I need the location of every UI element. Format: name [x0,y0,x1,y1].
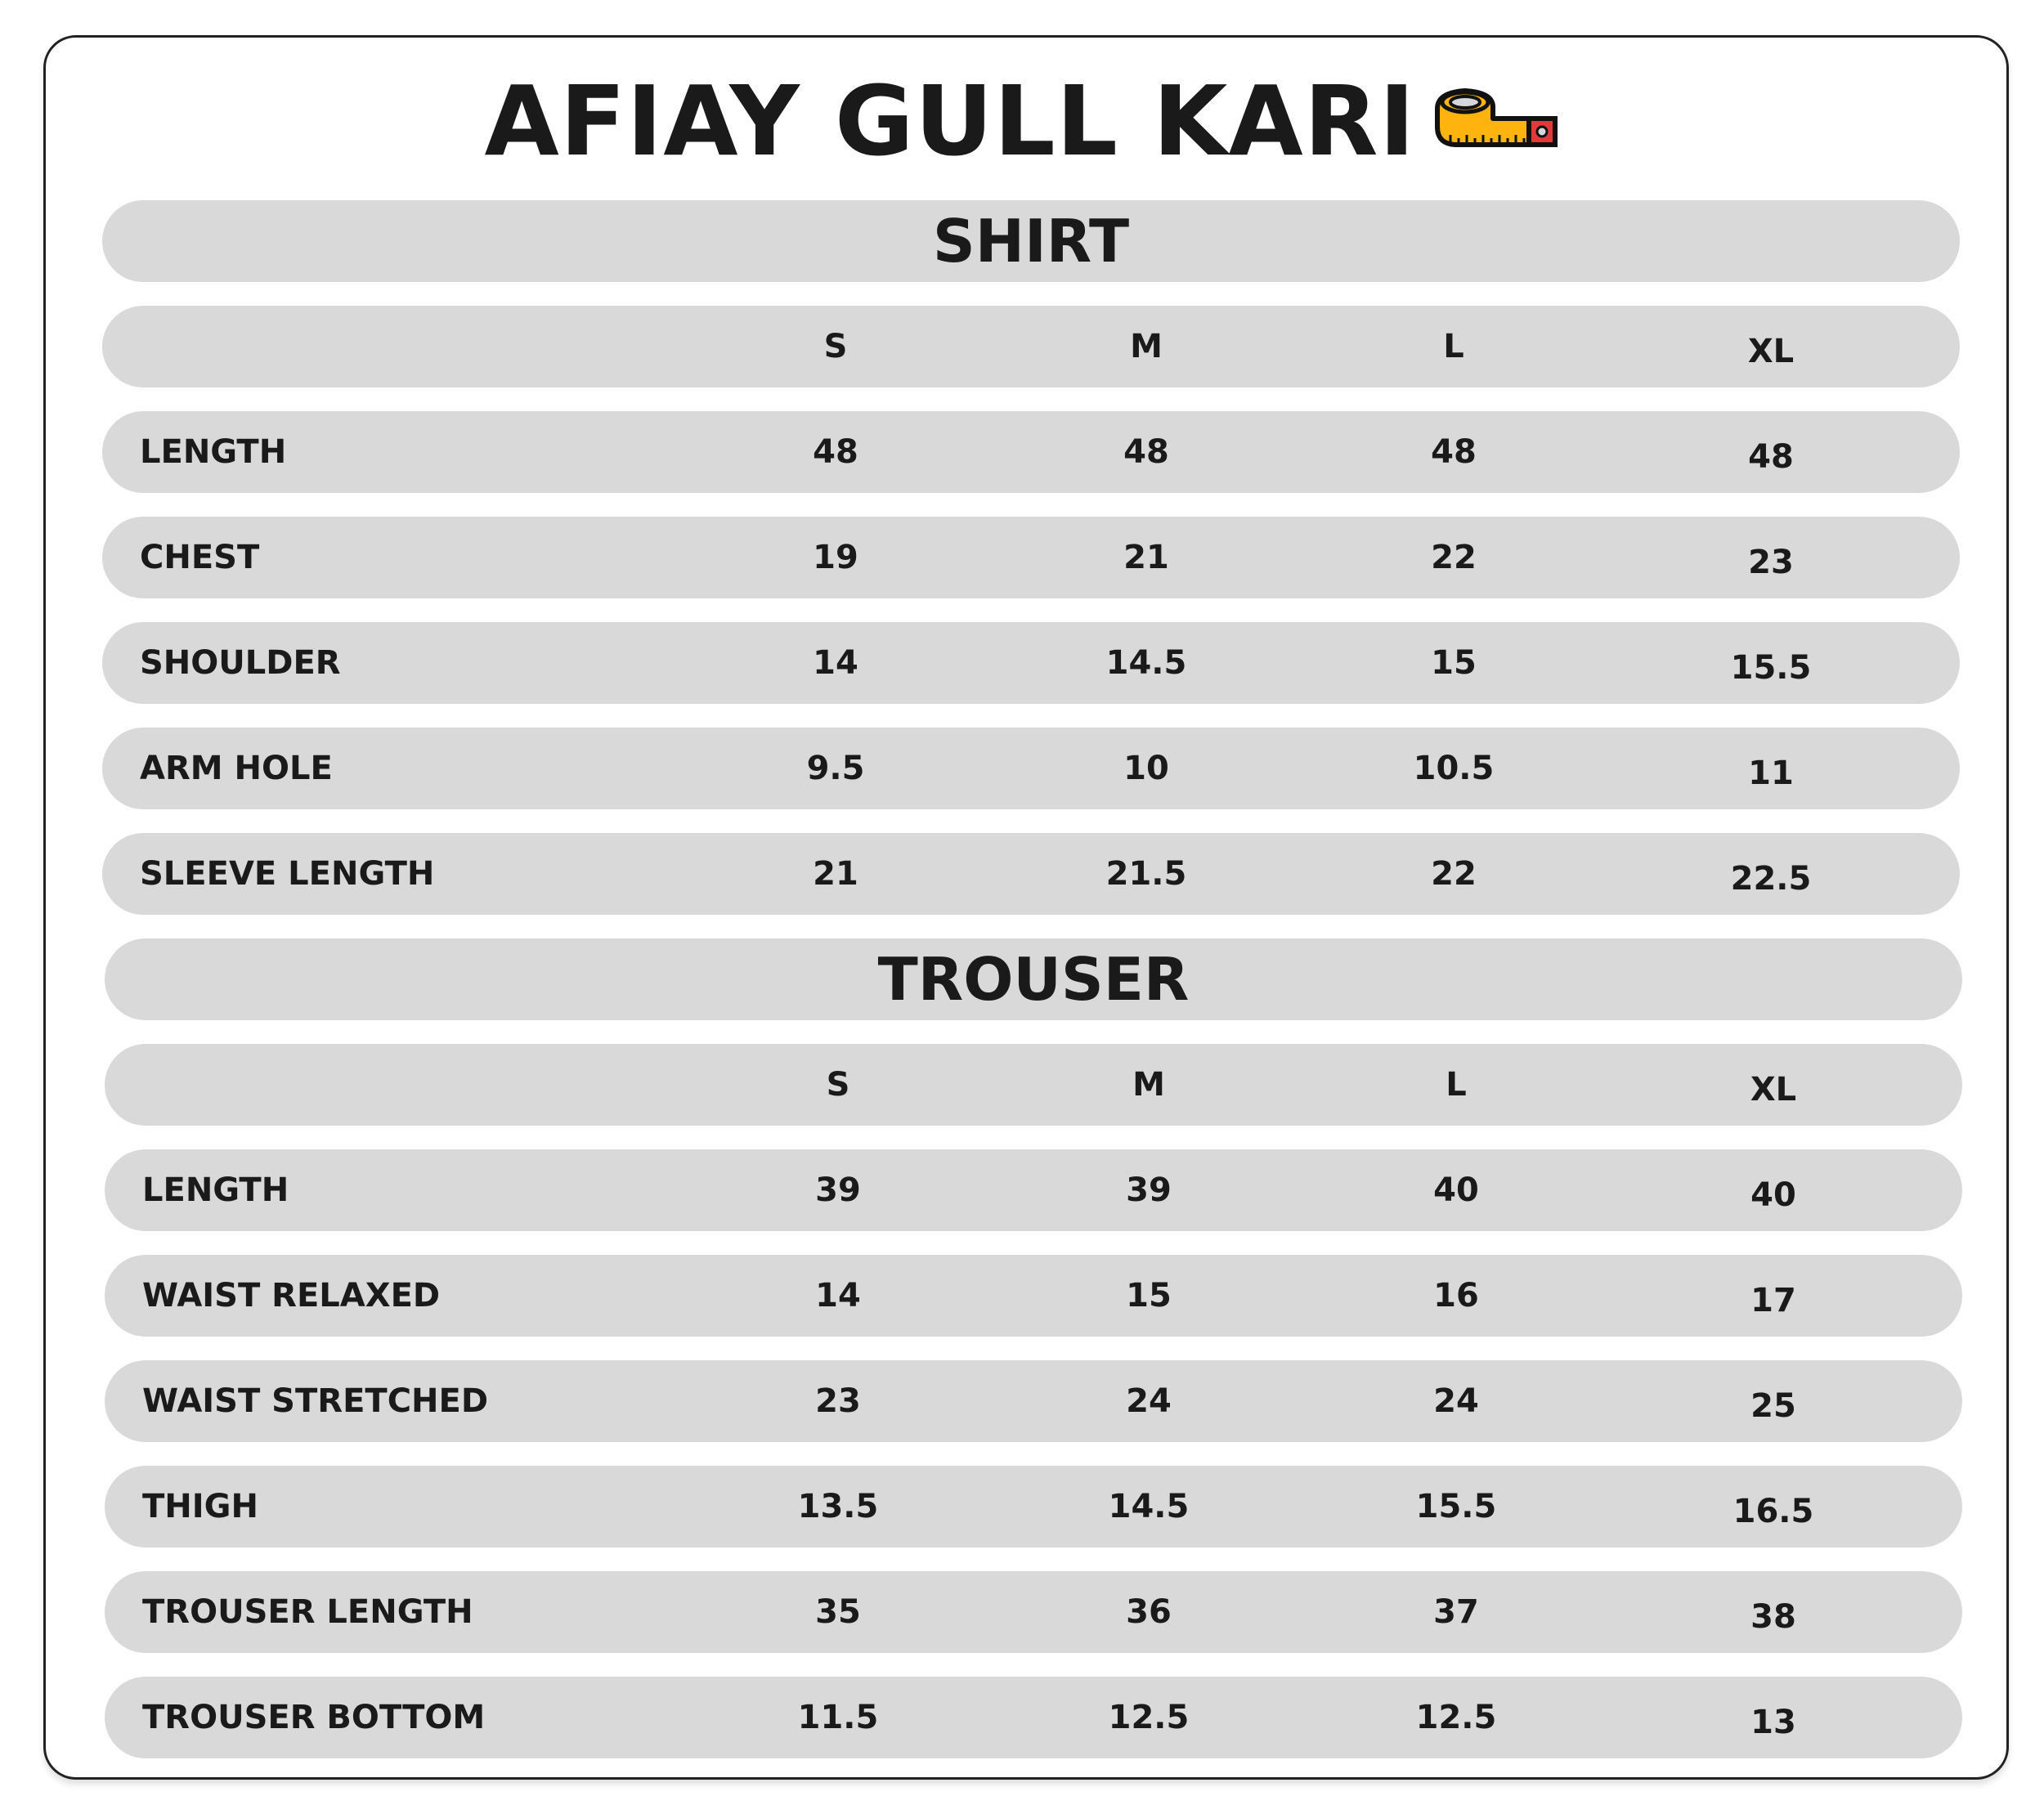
measurement-value: 39 [815,1171,861,1209]
measurement-value: 40 [1750,1176,1796,1214]
measurement-value: 10.5 [1413,750,1495,787]
table-row: CHEST 19 21 22 23 [102,517,1960,598]
measurement-label: WAIST STRETCHED [142,1382,489,1420]
measurement-value: 22 [1431,855,1477,893]
size-header-l: L [1443,328,1464,365]
table-row: LENGTH 48 48 48 48 [102,411,1960,493]
measurement-value: 40 [1433,1171,1479,1209]
size-header-m: M [1130,328,1163,365]
table-row: WAIST STRETCHED 23 24 24 25 [105,1360,1962,1442]
table-row: THIGH 13.5 14.5 15.5 16.5 [105,1466,1962,1547]
size-header-s: S [826,1066,850,1104]
measurement-value: 38 [1750,1598,1796,1636]
table-row: ARM HOLE 9.5 10 10.5 11 [102,728,1960,809]
measurement-value: 12.5 [1415,1699,1497,1736]
measurement-value: 48 [813,433,858,471]
measurement-value: 39 [1126,1171,1172,1209]
table-row: TROUSER LENGTH 35 36 37 38 [105,1571,1962,1653]
measurement-label: TROUSER LENGTH [142,1593,473,1631]
measurement-value: 19 [813,539,858,576]
measurement-value: 24 [1433,1382,1479,1420]
table-row: WAIST RELAXED 14 15 16 17 [105,1255,1962,1337]
measurement-value: 11 [1748,755,1794,792]
measurement-value: 16 [1433,1277,1479,1315]
measurement-value: 14 [815,1277,861,1315]
measurement-label: SLEEVE LENGTH [140,855,435,893]
measurement-value: 11.5 [797,1699,879,1736]
measurement-value: 22 [1431,539,1477,576]
size-header-s: S [823,328,848,365]
measurement-value: 37 [1433,1593,1479,1631]
measurement-value: 22.5 [1730,860,1812,898]
measurement-value: 14.5 [1105,644,1187,682]
shirt-size-header-row: S M L XL [102,306,1960,387]
table-row: LENGTH 39 39 40 40 [105,1149,1962,1231]
measurement-value: 12.5 [1108,1699,1190,1736]
title-text: AFIAY GULL KARI [484,65,1416,177]
measurement-label: ARM HOLE [140,750,333,787]
measurement-value: 15 [1431,644,1477,682]
measurement-value: 21.5 [1105,855,1187,893]
measurement-label: LENGTH [140,433,287,471]
measurement-value: 14.5 [1108,1488,1190,1525]
shirt-section-heading: SHIRT [102,200,1960,282]
size-header-m: M [1132,1066,1165,1104]
page-title: AFIAY GULL KARI [0,64,2044,178]
measurement-value: 48 [1123,433,1169,471]
measurement-value: 21 [813,855,858,893]
measurement-value: 48 [1748,438,1794,476]
size-header-xl: XL [1750,1071,1797,1109]
measurement-label: LENGTH [142,1171,289,1209]
measurement-label: WAIST RELAXED [142,1277,441,1315]
table-row: SHOULDER 14 14.5 15 15.5 [102,622,1960,704]
measurement-value: 23 [1748,544,1794,581]
table-row: TROUSER BOTTOM 11.5 12.5 12.5 13 [105,1677,1962,1758]
measurement-value: 21 [1123,539,1169,576]
size-header-l: L [1446,1066,1467,1104]
measurement-value: 48 [1431,433,1477,471]
measurement-label: THIGH [142,1488,258,1525]
measurement-value: 14 [813,644,858,682]
table-row: SLEEVE LENGTH 21 21.5 22 22.5 [102,833,1960,915]
measurement-value: 16.5 [1732,1493,1814,1530]
trouser-size-header-row: S M L XL [105,1044,1962,1126]
measurement-value: 17 [1750,1282,1796,1319]
size-header-xl: XL [1747,333,1795,370]
measurement-value: 15 [1126,1277,1172,1315]
measurement-value: 13.5 [797,1488,879,1525]
measurement-value: 9.5 [806,750,865,787]
measurement-value: 10 [1123,750,1169,787]
measurement-label: SHOULDER [140,644,341,682]
measurement-value: 23 [815,1382,861,1420]
measurement-value: 13 [1750,1704,1796,1741]
measurement-label: CHEST [140,539,260,576]
tape-measure-icon [1434,87,1558,147]
measurement-value: 24 [1126,1382,1172,1420]
measurement-value: 35 [815,1593,861,1631]
trouser-section-heading: TROUSER [105,938,1962,1020]
measurement-label: TROUSER BOTTOM [142,1699,486,1736]
measurement-value: 36 [1126,1593,1172,1631]
measurement-value: 15.5 [1415,1488,1497,1525]
measurement-value: 15.5 [1730,649,1812,687]
measurement-value: 25 [1750,1387,1796,1425]
